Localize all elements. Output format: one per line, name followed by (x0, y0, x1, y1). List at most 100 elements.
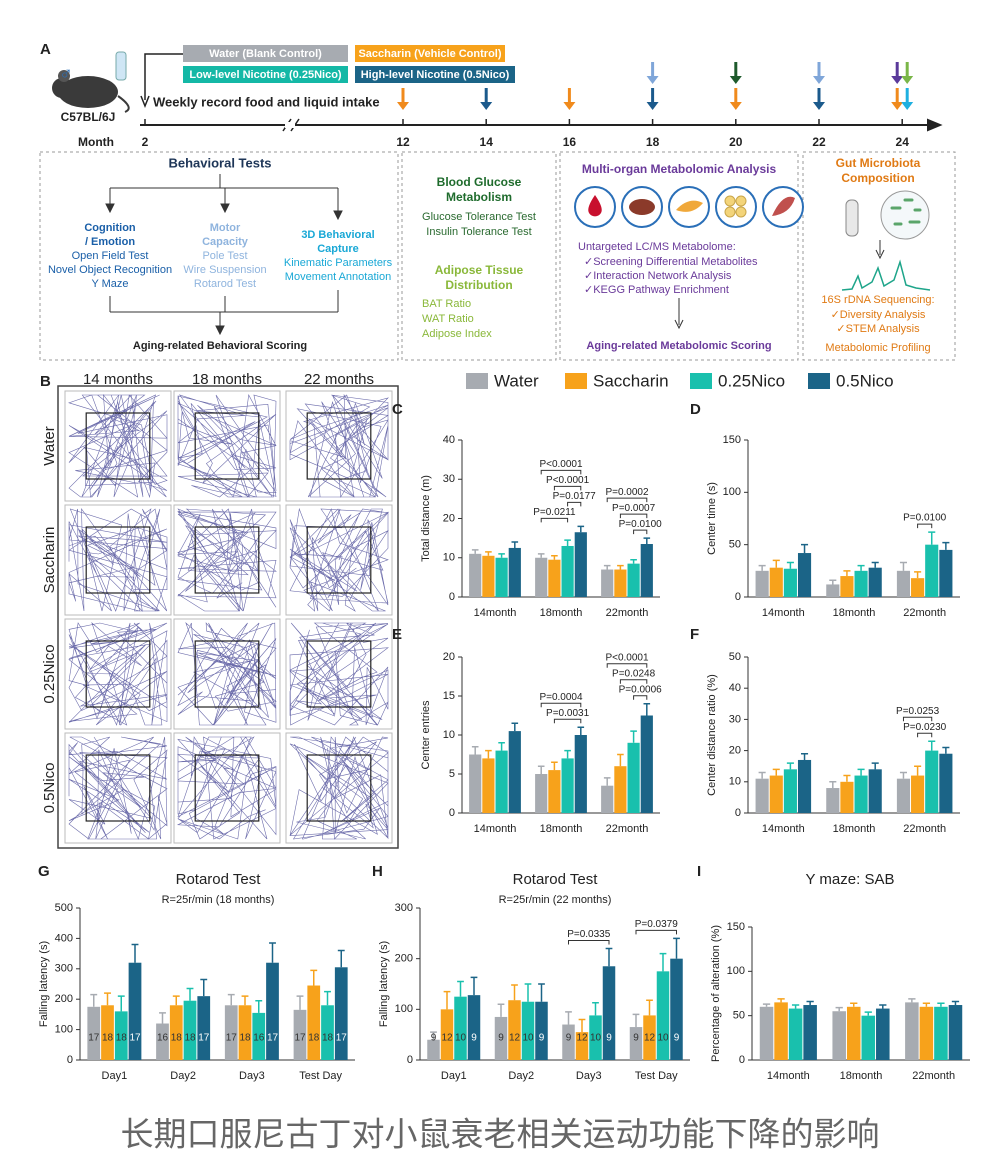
p-value: P=0.0335 (567, 929, 611, 940)
box-title: Multi-organ Metabolomic Analysis (582, 162, 777, 176)
column-label: 22 months (304, 371, 374, 388)
y-tick-label: 50 (733, 1010, 745, 1022)
group-box (183, 66, 348, 83)
error-bar (511, 541, 519, 548)
bar (535, 557, 548, 597)
trajectory-cell (173, 504, 281, 616)
bar (656, 971, 670, 1060)
row-label: 0.25Nico (41, 644, 58, 703)
bar (482, 758, 495, 813)
n-label: 17 (294, 1033, 306, 1044)
bar (925, 544, 939, 597)
caption: 长期口服尼古丁对小鼠衰老相关运动功能下降的影响 (121, 1115, 880, 1154)
timeline-month: 22 (812, 135, 826, 149)
error-bar (227, 993, 235, 1006)
y-tick-label: 30 (729, 713, 741, 725)
timepoint-arrow-head (891, 76, 904, 84)
significance-bracket (540, 702, 582, 708)
significance-bracket (568, 940, 610, 945)
group-box (355, 45, 505, 62)
spectrum (841, 259, 931, 291)
error-bar (605, 947, 613, 967)
error-bar (511, 722, 519, 732)
panel-a-boxes (39, 151, 956, 361)
behavior-tree (105, 174, 343, 336)
x-tick-label: 22month (606, 607, 649, 619)
intake-bracket (140, 53, 183, 109)
bar (925, 750, 939, 813)
p-value: P=0.0248 (612, 668, 656, 679)
x-tick-label: Day2 (508, 1070, 534, 1082)
chart-title: Rotarod Test (176, 871, 262, 888)
x-tick-label: 18month (833, 607, 876, 619)
x-tick-label: 22month (903, 823, 946, 835)
mouse-head (52, 78, 72, 98)
x-tick-label: Day1 (441, 1070, 467, 1082)
n-label: 12 (509, 1033, 521, 1044)
error-bar (937, 1002, 945, 1007)
error-bar (471, 549, 479, 554)
n-label: 18 (102, 1033, 114, 1044)
dish (880, 190, 930, 240)
mouse-body (58, 76, 118, 108)
error-bar (603, 777, 611, 786)
error-bar (630, 558, 637, 564)
error-bar (829, 579, 837, 585)
error-bar (643, 537, 651, 545)
y-tick-label: 10 (443, 552, 455, 564)
error-bar (758, 564, 766, 571)
error-bar (538, 983, 545, 1002)
significance-bracket (540, 469, 582, 475)
error-bar (758, 771, 766, 779)
box-footer: Aging-related Metabolomic Scoring (586, 340, 771, 352)
y-tick-label: 50 (729, 651, 741, 663)
box-footer: Metabolomic Profiling (825, 342, 930, 354)
significance-bracket (553, 485, 582, 491)
error-bar (850, 1002, 858, 1007)
box-item: ✓Diversity Analysis (831, 309, 926, 321)
bar (876, 1008, 890, 1060)
error-bar (241, 995, 249, 1006)
p-value: P=0.0253 (896, 706, 940, 717)
bar (197, 996, 211, 1060)
error-bar (310, 969, 318, 986)
timepoint-arrow-head (901, 102, 914, 110)
error-bar (643, 703, 651, 716)
panel-label: F (690, 626, 699, 643)
y-tick-label: 20 (443, 651, 455, 663)
column-item: Wire Suspension (183, 264, 266, 276)
legend-label: 0.25Nico (718, 371, 785, 390)
y-tick-label: 0 (407, 1054, 413, 1066)
significance-bracket (902, 716, 933, 722)
organ-fat (715, 186, 757, 228)
y-tick-label: 40 (729, 682, 741, 694)
y-tick-label: 20 (729, 745, 741, 757)
error-bar (777, 998, 785, 1003)
timepoint-arrow-head (813, 102, 825, 110)
group-label: Saccharin (Vehicle Control) (358, 48, 501, 60)
box-behavior (39, 151, 399, 361)
bar (321, 1005, 334, 1060)
y-tick-label: 10 (729, 776, 741, 788)
legend-label: Water (494, 371, 539, 390)
panel-label: A (40, 41, 51, 58)
y-tick-label: 0 (449, 591, 455, 603)
row-label: Water (41, 426, 58, 465)
trajectory-cell (64, 732, 172, 844)
box-method: 16S rDNA Sequencing: (821, 294, 934, 306)
error-bar (578, 1018, 586, 1033)
trajectory-cell (64, 390, 172, 502)
y-tick-label: 100 (395, 1003, 413, 1015)
bar (535, 774, 548, 813)
error-bar (843, 774, 851, 782)
bar (601, 569, 614, 597)
error-bar (801, 543, 809, 554)
n-label: 18 (184, 1033, 196, 1044)
legend-swatch (690, 373, 712, 389)
center-zone (194, 412, 260, 480)
fat-cell (724, 195, 736, 207)
blood-drop (588, 195, 602, 217)
microbiota-arrow (875, 240, 885, 260)
y-tick-label: 150 (727, 921, 745, 933)
